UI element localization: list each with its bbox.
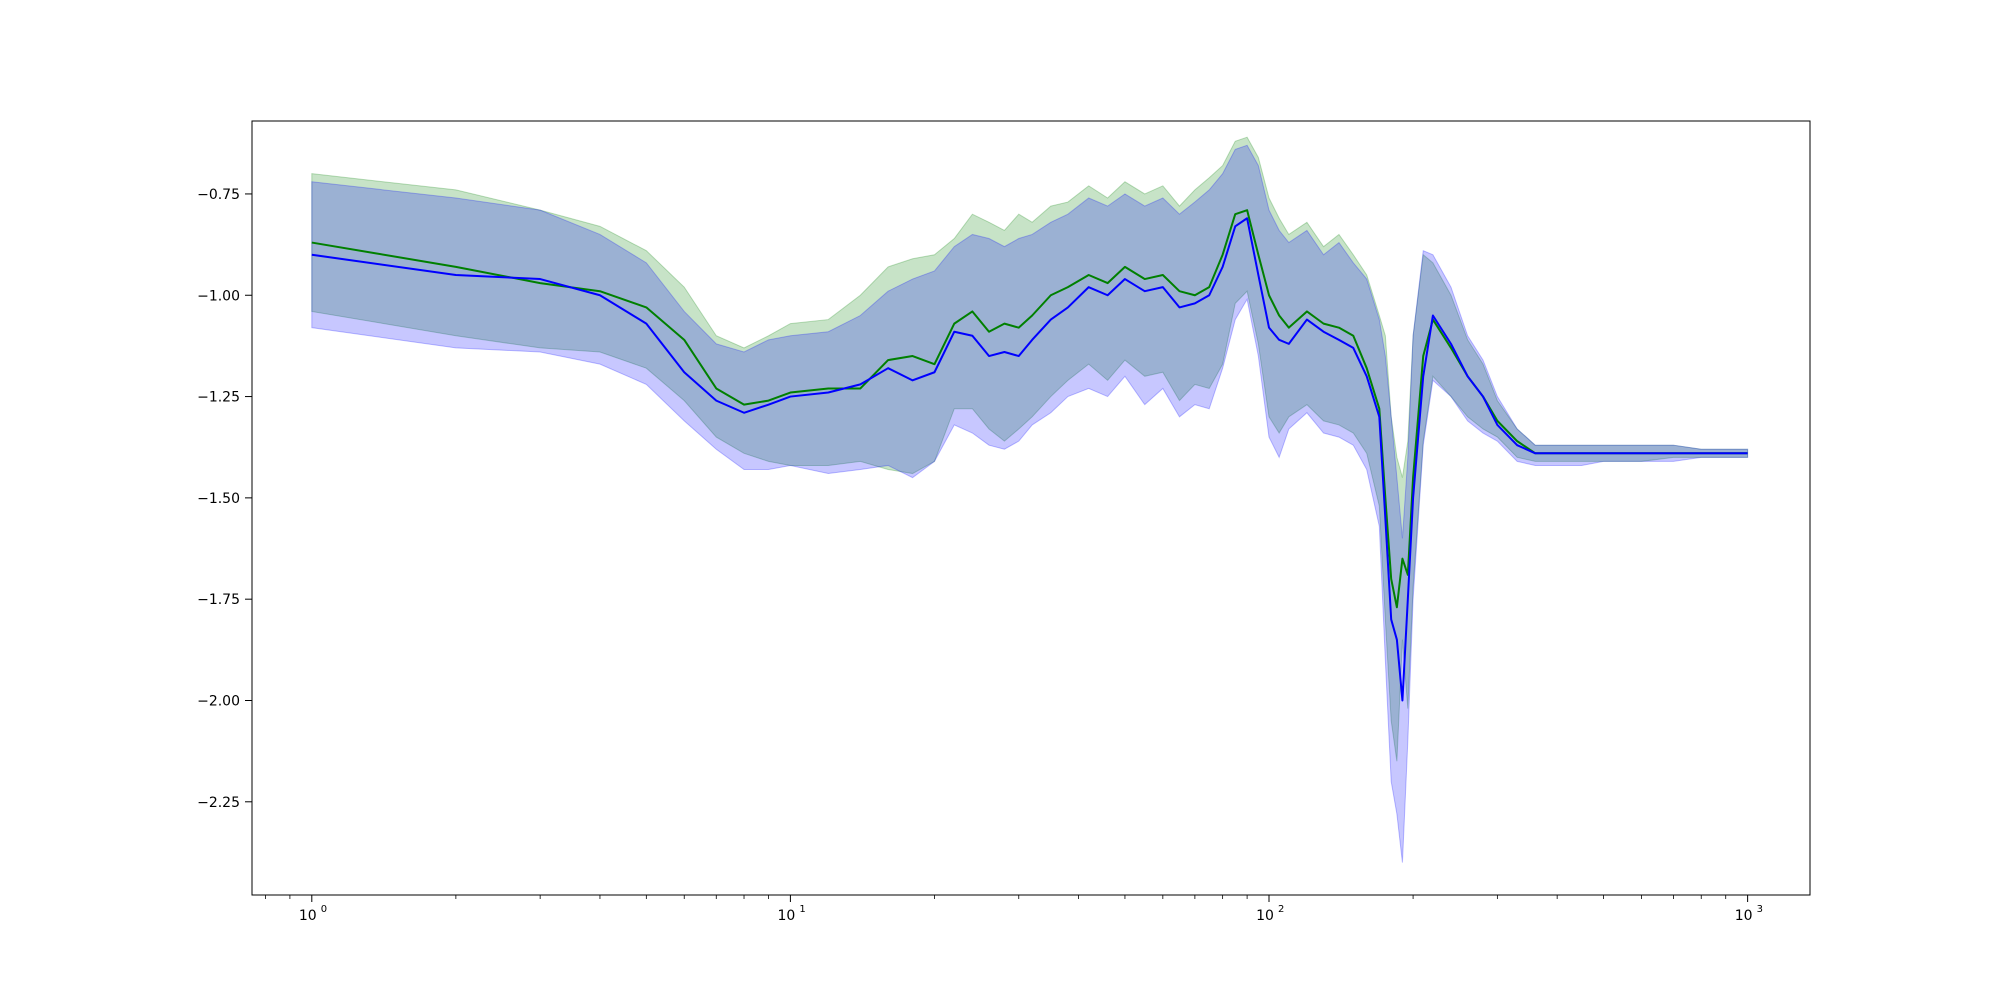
x-tick-exponent: 3: [1757, 904, 1763, 915]
x-tick-exponent: 2: [1278, 904, 1284, 915]
y-axis: −0.75 −1.00 −1.25 −1.50 −1.75 −2.00 −2.25: [197, 187, 252, 811]
x-tick-exponent: 0: [321, 904, 327, 915]
x-axis: 10 0 10 1 10 2 10 3: [265, 895, 1763, 924]
series-1-band: [311, 144, 1749, 863]
series-1-line: [311, 217, 1748, 702]
series-0-band: [311, 136, 1749, 762]
y-tick-label: −1.50: [197, 491, 240, 507]
x-tick-label: 10: [1735, 908, 1753, 924]
plot-frame: [251, 120, 1811, 896]
y-tick-label: −1.00: [197, 288, 240, 304]
y-tick-label: −1.25: [197, 390, 240, 406]
confidence-bands: [311, 136, 1749, 863]
y-tick-label: −1.75: [197, 592, 240, 608]
y-tick-label: −2.25: [197, 795, 240, 811]
x-tick-label: 10: [777, 908, 795, 924]
series-lines: [311, 209, 1748, 702]
y-tick-label: −0.75: [197, 187, 240, 203]
y-tick-label: −2.00: [197, 693, 240, 709]
x-tick-exponent: 1: [799, 904, 805, 915]
x-tick-label: 10: [1256, 908, 1274, 924]
x-tick-label: 10: [299, 908, 317, 924]
